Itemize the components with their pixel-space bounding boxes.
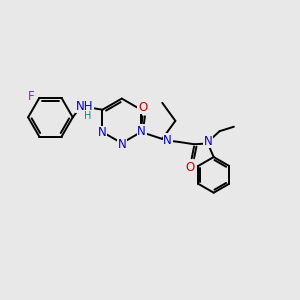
Text: N: N [204,135,213,148]
Text: N: N [163,134,172,147]
Text: N: N [118,138,127,151]
Text: H: H [85,110,92,121]
Text: F: F [28,90,34,103]
Text: N: N [98,126,106,139]
Text: NH: NH [76,100,93,112]
Text: O: O [186,160,195,174]
Text: N: N [137,125,146,138]
Text: O: O [138,101,147,114]
Text: F: F [28,90,34,103]
